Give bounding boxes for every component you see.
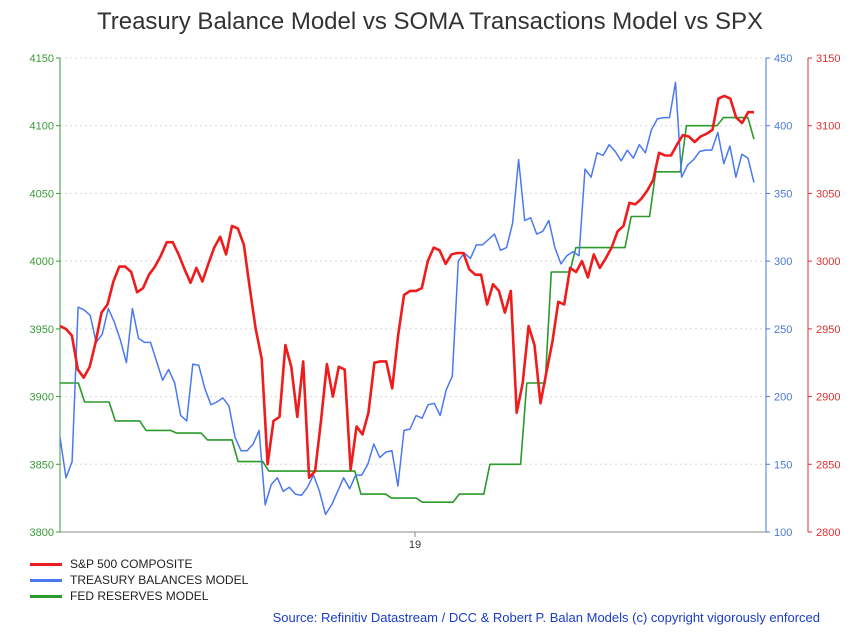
right-tick-label-spx: 2850 bbox=[816, 459, 840, 471]
grid-lines bbox=[60, 57, 766, 533]
left-tick-label: 3850 bbox=[30, 459, 54, 471]
left-tick-label: 4100 bbox=[30, 121, 54, 133]
series-lines bbox=[59, 81, 755, 516]
left-tick-label: 3900 bbox=[30, 392, 54, 404]
legend-label-fed: FED RESERVES MODEL bbox=[70, 589, 209, 603]
right-tick-label-spx: 2950 bbox=[816, 324, 840, 336]
source-note: Source: Refinitiv Datastream / DCC & Rob… bbox=[272, 610, 820, 625]
right-tick-label-treasury: 350 bbox=[774, 188, 792, 200]
legend-swatch-fed bbox=[30, 594, 62, 598]
legend-label-sp500: S&P 500 COMPOSITE bbox=[70, 557, 193, 571]
right-tick-label-spx: 3100 bbox=[816, 121, 840, 133]
legend-label-treasury: TREASURY BALANCES MODEL bbox=[70, 573, 249, 587]
right-tick-label-spx: 3150 bbox=[816, 53, 840, 65]
right-tick-label-treasury: 100 bbox=[774, 527, 792, 539]
left-tick-label: 4000 bbox=[30, 256, 54, 268]
right-tick-label-spx: 2800 bbox=[816, 527, 840, 539]
right-tick-label-treasury: 450 bbox=[774, 53, 792, 65]
right-tick-label-spx: 3000 bbox=[816, 256, 840, 268]
right-tick-label-treasury: 250 bbox=[774, 324, 792, 336]
right-tick-label-spx: 2900 bbox=[816, 392, 840, 404]
right-tick-label-treasury: 400 bbox=[774, 121, 792, 133]
legend-swatch-sp500 bbox=[30, 562, 62, 566]
right-tick-label-treasury: 200 bbox=[774, 392, 792, 404]
left-tick-label: 4150 bbox=[30, 53, 54, 65]
left-tick-label: 3800 bbox=[30, 527, 54, 539]
x-tick-label: 19 bbox=[409, 539, 421, 551]
chart-title: Treasury Balance Model vs SOMA Transacti… bbox=[96, 8, 764, 35]
series-fed-reserves-line bbox=[60, 116, 755, 504]
legend-swatch-treasury bbox=[30, 578, 62, 582]
left-tick-label: 4050 bbox=[30, 188, 54, 200]
legend-item-treasury: TREASURY BALANCES MODEL bbox=[30, 572, 248, 588]
tick-labels: 3800 3850 3900 3950 4000 4050 4100 4150 100 150 20… bbox=[30, 53, 841, 551]
right-tick-label-spx: 3050 bbox=[816, 188, 840, 200]
left-tick-label: 3950 bbox=[30, 324, 54, 336]
series-treasury-line bbox=[59, 81, 755, 516]
legend: S&P 500 COMPOSITE TREASURY BALANCES MODE… bbox=[30, 556, 248, 604]
right-tick-label-treasury: 150 bbox=[774, 459, 792, 471]
axes bbox=[56, 57, 812, 537]
series-sp500-line bbox=[59, 94, 754, 480]
right-tick-label-treasury: 300 bbox=[774, 256, 792, 268]
legend-item-sp500: S&P 500 COMPOSITE bbox=[30, 556, 248, 572]
legend-item-fed: FED RESERVES MODEL bbox=[30, 588, 248, 604]
